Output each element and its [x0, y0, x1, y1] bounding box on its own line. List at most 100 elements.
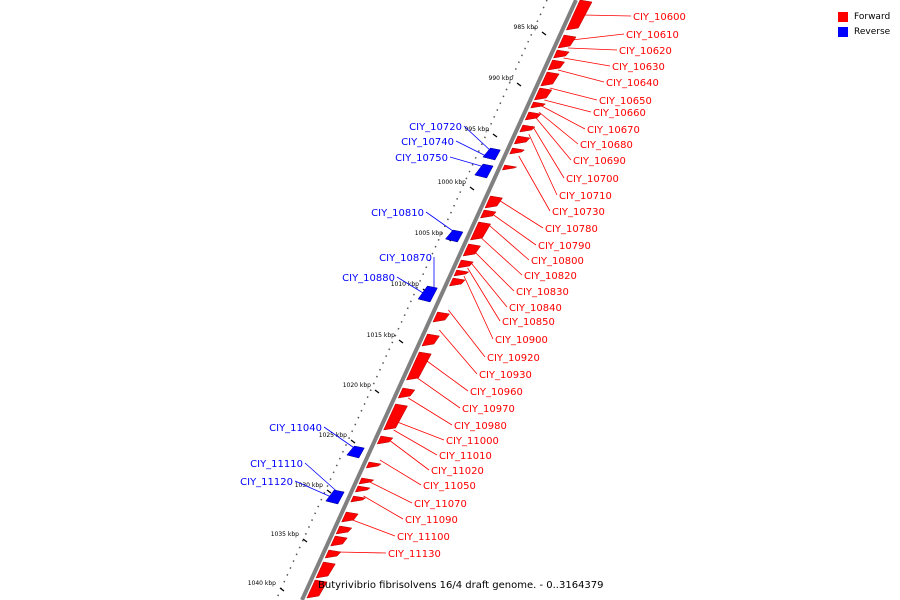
tick-label: 1000 kbp [438, 179, 466, 186]
forward-leader-line [337, 551, 387, 554]
tick-mark [516, 82, 522, 87]
forward-gene-block [335, 525, 353, 535]
forward-gene-block [448, 277, 466, 287]
forward-gene-block [453, 269, 470, 277]
forward-gene-block [469, 221, 492, 241]
forward-leader-line [470, 261, 508, 308]
forward-gene-label[interactable]: CIY_10970 [462, 404, 515, 415]
forward-gene-block [484, 195, 503, 209]
forward-leader-line [438, 329, 478, 375]
forward-gene-block [524, 111, 542, 121]
tick-mark [469, 186, 475, 191]
forward-gene-label[interactable]: CIY_10710 [559, 191, 612, 202]
forward-gene-label[interactable]: CIY_10790 [538, 241, 591, 252]
forward-swatch-icon [838, 11, 848, 22]
forward-gene-label[interactable]: CIY_10640 [606, 78, 659, 89]
forward-gene-block [358, 477, 375, 485]
forward-gene-label[interactable]: CIY_10670 [587, 125, 640, 136]
reverse-gene-label[interactable]: CIY_11040 [269, 423, 322, 434]
tick-mark [279, 587, 285, 592]
forward-leader-line [544, 99, 592, 113]
genome-backbone [300, 0, 578, 600]
forward-gene-block [341, 511, 359, 523]
reverse-leader-line [463, 125, 493, 153]
forward-gene-block [365, 461, 382, 469]
forward-gene-label[interactable]: CIY_10660 [593, 108, 646, 119]
forward-leader-line [541, 105, 586, 130]
forward-gene-label[interactable]: CIY_11070 [414, 499, 467, 510]
forward-gene-label[interactable]: CIY_10780 [545, 224, 598, 235]
forward-leader-line [571, 33, 625, 41]
forward-gene-label[interactable]: CIY_10980 [454, 421, 507, 432]
label-leader-lines [294, 14, 632, 554]
forward-leader-line [393, 429, 438, 456]
forward-leader-line [538, 111, 579, 145]
forward-leader-line [498, 199, 544, 229]
forward-leader-line [417, 377, 461, 409]
forward-gene-label[interactable]: CIY_10600 [633, 12, 686, 23]
forward-gene-label[interactable]: CIY_10680 [580, 140, 633, 151]
tick-mark [541, 31, 547, 36]
forward-gene-label[interactable]: CIY_10830 [516, 287, 569, 298]
forward-gene-label[interactable]: CIY_10620 [619, 46, 672, 57]
reverse-gene-label[interactable]: CIY_10740 [401, 137, 454, 148]
forward-gene-label[interactable]: CIY_10920 [487, 353, 540, 364]
forward-gene-block [457, 259, 474, 269]
forward-gene-block [513, 135, 531, 145]
forward-gene-label[interactable]: CIY_10840 [509, 303, 562, 314]
forward-gene-block [540, 71, 560, 87]
reverse-gene-label[interactable]: CIY_11110 [250, 459, 303, 470]
forward-leader-line [352, 519, 396, 537]
legend-label-forward: Forward [854, 11, 891, 22]
tick-label: 1030 kbp [295, 482, 323, 489]
forward-gene-label[interactable]: CIY_10700 [566, 174, 619, 185]
tick-label: 995 kbp [465, 126, 490, 133]
tick-mark [398, 339, 404, 344]
forward-gene-label[interactable]: CIY_10800 [531, 256, 584, 267]
forward-gene-label[interactable]: CIY_10610 [626, 30, 679, 41]
forward-leader-line [535, 117, 572, 161]
forward-gene-label[interactable]: CIY_11010 [439, 451, 492, 462]
forward-gene-label[interactable]: CIY_11020 [431, 466, 484, 477]
forward-gene-label[interactable]: CIY_11130 [388, 549, 441, 560]
forward-gene-label[interactable]: CIY_10730 [552, 207, 605, 218]
forward-gene-label[interactable]: CIY_10650 [599, 96, 652, 107]
forward-leader-line [397, 421, 445, 441]
forward-gene-label[interactable]: CIY_10930 [479, 370, 532, 381]
tick-label: 990 kbp [489, 75, 514, 82]
forward-gene-block [519, 124, 536, 133]
tick-label: 1020 kbp [343, 382, 371, 389]
forward-gene-label[interactable]: CIY_10900 [495, 335, 548, 346]
genome-title: Butyrivibrio fibrisolvens 16/4 draft gen… [318, 580, 604, 591]
forward-gene-block [565, 0, 593, 31]
forward-gene-label[interactable]: CIY_11090 [405, 515, 458, 526]
forward-gene-block [530, 101, 547, 109]
forward-leader-line [549, 87, 598, 101]
forward-gene-block [501, 164, 518, 171]
reverse-gene-label[interactable]: CIY_10750 [395, 153, 448, 164]
forward-leader-line [563, 57, 611, 67]
tick-label: 1025 kbp [319, 432, 347, 439]
forward-gene-label[interactable]: CIY_11050 [423, 481, 476, 492]
forward-gene-label[interactable]: CIY_11100 [397, 532, 450, 543]
forward-gene-label[interactable]: CIY_10630 [612, 62, 665, 73]
reverse-gene-label[interactable]: CIY_10810 [371, 208, 424, 219]
forward-gene-label[interactable]: CIY_10960 [470, 387, 523, 398]
tick-track-dotted [275, 0, 548, 600]
forward-gene-label[interactable]: CIY_11000 [446, 436, 499, 447]
forward-gene-label[interactable]: CIY_10850 [502, 317, 555, 328]
reverse-gene-label[interactable]: CIY_11120 [240, 477, 293, 488]
reverse-gene-label[interactable]: CIY_10880 [342, 273, 395, 284]
reverse-gene-label[interactable]: CIY_10720 [409, 122, 462, 133]
forward-leader-line [467, 267, 501, 322]
forward-gene-block [421, 333, 440, 347]
reverse-gene-label[interactable]: CIY_10870 [379, 253, 432, 264]
forward-gene-label[interactable]: CIY_10820 [524, 271, 577, 282]
forward-gene-block [557, 34, 577, 49]
reverse-swatch-icon [838, 26, 848, 37]
reverse-gene-block [445, 229, 464, 243]
forward-leader-line [388, 439, 430, 471]
gene-labels: CIY_10600 CIY_10610 CIY_10620 CIY_10630 CIY_… [240, 12, 686, 560]
forward-gene-label[interactable]: CIY_10690 [573, 156, 626, 167]
